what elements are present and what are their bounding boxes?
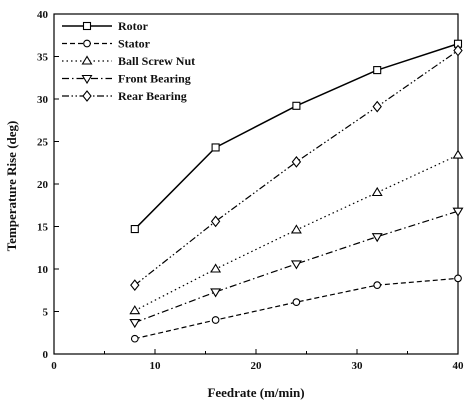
series-line	[134, 50, 459, 286]
x-axis-title: Feedrate (m/min)	[207, 385, 304, 400]
series-rear-bearing	[130, 44, 463, 292]
x-tick-label: 30	[352, 360, 364, 372]
legend-label: Ball Screw Nut	[118, 54, 195, 68]
y-tick-label: 30	[37, 94, 49, 106]
x-tick-label: 0	[51, 360, 57, 372]
series-line	[134, 277, 459, 340]
data-point	[211, 143, 220, 152]
data-point	[130, 279, 140, 292]
y-tick-label: 10	[37, 264, 49, 276]
data-point	[452, 149, 464, 159]
legend-item: Stator	[62, 37, 151, 51]
data-point	[372, 100, 382, 113]
data-point	[292, 101, 301, 110]
legend-item: Rear Bearing	[62, 89, 187, 103]
data-point	[371, 233, 383, 243]
y-tick-label: 0	[43, 349, 49, 361]
data-point	[290, 224, 302, 234]
legend: Rotor Stator Ball Screw Nut Front Bearing Re…	[62, 19, 195, 103]
series-layer	[129, 39, 464, 343]
y-tick-label: 25	[37, 137, 49, 149]
legend-label: Rear Bearing	[118, 89, 187, 103]
data-point	[129, 305, 141, 315]
data-point	[290, 260, 302, 270]
legend-item: Ball Screw Nut	[62, 54, 195, 68]
legend-marker	[81, 74, 93, 85]
legend-item: Front Bearing	[62, 72, 191, 86]
data-point	[210, 215, 221, 228]
y-tick-label: 15	[37, 222, 49, 234]
data-point	[130, 334, 139, 343]
legend-marker	[81, 55, 93, 65]
series-ball-screw-nut	[129, 149, 464, 315]
x-tick-label: 10	[150, 360, 162, 372]
series-stator	[130, 274, 462, 343]
data-point	[210, 288, 222, 298]
x-tick-label: 40	[453, 360, 465, 372]
data-point	[453, 44, 463, 57]
legend-marker	[82, 21, 92, 31]
legend-item: Rotor	[62, 19, 149, 33]
data-point	[129, 318, 141, 329]
plot-frame	[53, 13, 459, 355]
x-tick-label: 20	[251, 360, 263, 372]
data-point	[130, 225, 139, 234]
legend-label: Rotor	[118, 19, 149, 33]
plot-area: 0 10 20 30 40 0 5 10 15 20 25 30 35 40 Rotor Stator Bal…	[37, 9, 464, 372]
data-point	[211, 316, 220, 324]
series-front-bearing	[129, 207, 464, 329]
data-point	[292, 298, 301, 307]
data-point	[452, 207, 464, 217]
legend-label: Front Bearing	[118, 72, 191, 86]
legend-marker	[82, 90, 92, 102]
legend-label: Stator	[118, 37, 151, 51]
data-point	[371, 186, 383, 197]
axis-ticks: 0 10 20 30 40 0 5 10 15 20 25 30 35 40	[37, 9, 464, 372]
y-tick-label: 35	[37, 52, 49, 64]
data-point	[373, 281, 382, 290]
data-point	[291, 156, 302, 168]
y-tick-label: 5	[43, 307, 49, 319]
data-point	[210, 263, 222, 273]
y-tick-label: 40	[37, 9, 49, 21]
legend-marker	[83, 39, 91, 48]
y-axis-title: Temperature Rise (deg)	[4, 121, 19, 252]
data-point	[373, 66, 382, 75]
series-rotor	[130, 39, 463, 234]
y-tick-label: 20	[37, 179, 49, 191]
data-point	[454, 274, 462, 283]
